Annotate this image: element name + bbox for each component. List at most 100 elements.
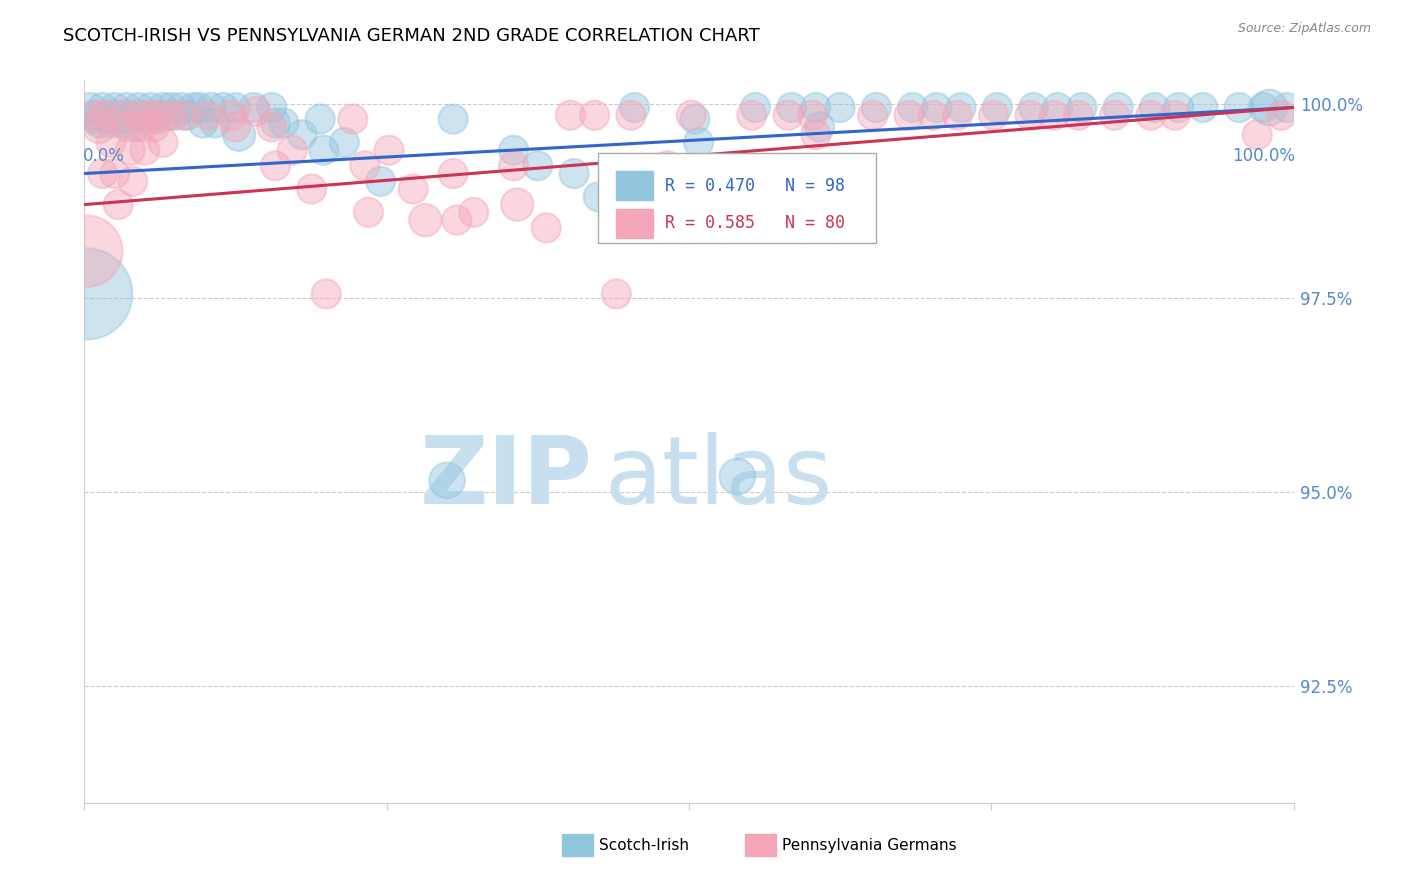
- Point: [536, 220, 558, 235]
- Point: [983, 108, 1005, 122]
- Point: [160, 100, 183, 114]
- Point: [804, 128, 827, 142]
- Point: [87, 120, 110, 134]
- Point: [780, 100, 803, 114]
- Point: [402, 182, 425, 196]
- Point: [441, 112, 464, 127]
- Point: [139, 100, 162, 114]
- Point: [1270, 108, 1292, 122]
- Point: [165, 108, 187, 122]
- Point: [197, 108, 219, 122]
- Point: [865, 100, 887, 114]
- Point: [1104, 108, 1126, 122]
- Point: [107, 197, 129, 211]
- Point: [264, 116, 287, 130]
- Point: [134, 112, 156, 127]
- Point: [212, 100, 235, 114]
- Point: [605, 287, 627, 301]
- Point: [120, 143, 142, 157]
- Point: [315, 287, 337, 301]
- Point: [1046, 100, 1069, 114]
- Bar: [616, 171, 652, 200]
- Point: [273, 116, 295, 130]
- Point: [281, 143, 304, 157]
- Point: [1071, 100, 1094, 114]
- Point: [681, 108, 703, 122]
- Point: [1227, 100, 1250, 114]
- Point: [446, 213, 468, 227]
- Text: Source: ZipAtlas.com: Source: ZipAtlas.com: [1237, 22, 1371, 36]
- Point: [688, 136, 710, 150]
- Point: [950, 100, 973, 114]
- Text: atlas: atlas: [605, 432, 832, 524]
- Point: [333, 136, 356, 150]
- Point: [107, 108, 129, 122]
- Point: [260, 120, 283, 134]
- Point: [131, 120, 153, 134]
- Point: [120, 108, 142, 122]
- Point: [160, 108, 183, 122]
- Point: [1019, 108, 1042, 122]
- Point: [562, 167, 585, 181]
- Point: [1143, 100, 1166, 114]
- Point: [1258, 100, 1281, 114]
- Point: [922, 108, 945, 122]
- Point: [370, 174, 392, 188]
- Point: [620, 108, 643, 122]
- Point: [583, 108, 606, 122]
- Point: [146, 112, 169, 127]
- Point: [260, 100, 283, 114]
- Point: [354, 159, 377, 173]
- Point: [415, 213, 437, 227]
- Point: [1107, 100, 1129, 114]
- Point: [588, 190, 610, 204]
- Point: [76, 287, 98, 301]
- Text: R = 0.470   N = 98: R = 0.470 N = 98: [665, 177, 845, 194]
- Point: [502, 159, 524, 173]
- Point: [1140, 108, 1163, 122]
- Point: [463, 205, 485, 219]
- Text: 0.0%: 0.0%: [83, 147, 125, 165]
- Point: [173, 108, 195, 122]
- Point: [441, 167, 464, 181]
- Point: [221, 108, 243, 122]
- Point: [79, 100, 101, 114]
- Point: [925, 100, 948, 114]
- Point: [1164, 108, 1187, 122]
- Point: [527, 159, 550, 173]
- Point: [200, 100, 222, 114]
- Point: [1192, 100, 1215, 114]
- Point: [170, 100, 193, 114]
- Point: [312, 143, 335, 157]
- Point: [121, 112, 143, 127]
- Point: [741, 108, 763, 122]
- Point: [148, 108, 170, 122]
- Point: [683, 112, 706, 127]
- Point: [152, 100, 174, 114]
- Point: [1022, 100, 1045, 114]
- Point: [801, 108, 824, 122]
- Point: [901, 100, 924, 114]
- Point: [91, 167, 114, 181]
- Point: [242, 100, 264, 114]
- Point: [176, 108, 198, 122]
- Point: [110, 112, 132, 127]
- Point: [725, 469, 748, 483]
- Point: [83, 108, 105, 122]
- Point: [225, 100, 247, 114]
- Point: [245, 104, 267, 119]
- Point: [204, 116, 226, 130]
- Point: [188, 100, 211, 114]
- Point: [97, 112, 120, 127]
- Point: [104, 100, 127, 114]
- Point: [436, 474, 458, 488]
- Point: [94, 108, 117, 122]
- Point: [357, 205, 380, 219]
- Point: [128, 108, 150, 122]
- Point: [301, 182, 323, 196]
- Point: [309, 112, 332, 127]
- Point: [86, 112, 108, 127]
- Point: [1246, 128, 1268, 142]
- Bar: [616, 209, 652, 237]
- Text: R = 0.585   N = 80: R = 0.585 N = 80: [665, 214, 845, 232]
